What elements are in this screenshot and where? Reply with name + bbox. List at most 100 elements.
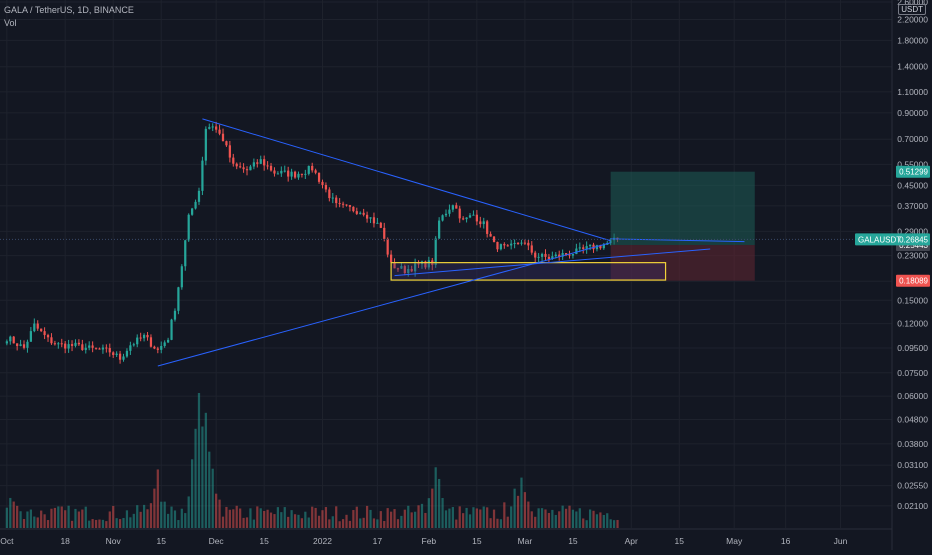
candle-down [12,336,15,344]
candle-up [88,345,91,348]
candle-down [153,346,156,349]
y-tick-label: 0.37000 [897,201,928,211]
volume-bar [36,517,39,528]
volume-bar [540,508,544,528]
volume-bar [149,503,153,528]
candle-up [187,214,190,241]
volume-bar [245,517,249,528]
candle-up [510,243,513,246]
volume-bar [108,511,111,528]
candle-up [173,310,177,320]
volume-bar [9,497,12,528]
candle-up [602,244,605,249]
candle-down [386,238,389,255]
volume-bar [228,509,231,528]
trendline-1 [202,118,611,242]
currency-selector[interactable]: USDT [898,4,926,15]
volume-bar [77,511,81,528]
candle-down [582,247,585,249]
volume-bar [431,488,434,528]
y-tick-label: 0.55000 [897,159,928,169]
candle-up [451,205,454,210]
volume-bar [153,488,156,528]
volume-bar [496,518,499,528]
candle-down [396,268,400,270]
candle-up [9,336,12,342]
volume-bar [64,510,67,528]
candle-up [280,170,283,174]
candle-down [70,344,74,346]
candle-down [475,214,478,222]
symbol-title[interactable]: GALA / TetherUS, 1D, BINANCE [4,5,134,15]
y-tick-label: 0.45000 [897,180,928,190]
current-badge-symbol: GALAUSDT [858,235,901,244]
volume-bar [94,519,98,528]
volume-bar [365,505,369,528]
candle-down [492,236,496,242]
volume-bar [293,514,297,528]
candle-down [516,242,520,244]
volume-bar [403,509,406,528]
range-box [390,262,667,281]
volume-bar [472,507,475,528]
volume-bar [81,509,84,528]
candle-down [530,245,533,253]
volume-bar [499,519,503,528]
candle-up [166,339,170,343]
candle-down [22,344,26,348]
volume-bar [57,506,60,528]
candle-down [242,167,245,170]
candle-up [400,266,403,269]
candle-down [64,343,67,349]
candle-down [256,162,259,164]
volume-bar [410,512,413,528]
candle-up [307,165,310,174]
volume-bar [156,469,159,528]
x-tick-label: May [726,536,743,546]
volume-bar [386,508,389,528]
volume-bar [595,514,599,528]
volume-bar [417,505,420,528]
volume-bar [166,513,170,528]
y-tick-label: 0.90000 [897,108,928,118]
volume-bar [527,501,530,528]
candle-up [499,244,503,250]
volume-bar [571,509,575,528]
volume-bar [60,506,63,528]
x-tick-label: Oct [0,536,14,546]
volume-bar [547,512,551,528]
volume-bar [534,516,537,528]
candle-down [94,347,98,349]
candle-up [84,347,87,350]
volume-bar [503,502,506,528]
candle-down [105,347,108,349]
volume-label[interactable]: Vol [4,18,17,28]
volume-bar [513,488,516,528]
candle-up [74,342,77,346]
volume-bar [588,509,592,528]
candle-up [129,345,132,351]
candle-up [163,342,166,346]
volume-bar [256,506,259,528]
volume-bar [338,521,341,528]
volume-bar [492,509,496,528]
candle-down [365,214,369,219]
volume-bar [88,520,91,528]
volume-bar [235,505,238,528]
candle-up [283,170,286,172]
x-tick-label: 15 [472,536,482,546]
candle-up [5,341,8,344]
candle-up [575,248,578,255]
volume-bar [407,505,410,528]
volume-bar [575,511,578,528]
candle-up [414,263,417,272]
volume-bar [112,505,115,528]
candle-down [245,169,249,171]
candle-up [252,162,255,167]
volume-bar [163,501,166,528]
candle-up [191,208,194,215]
volume-bar [218,499,221,528]
volume-bar [379,511,382,528]
